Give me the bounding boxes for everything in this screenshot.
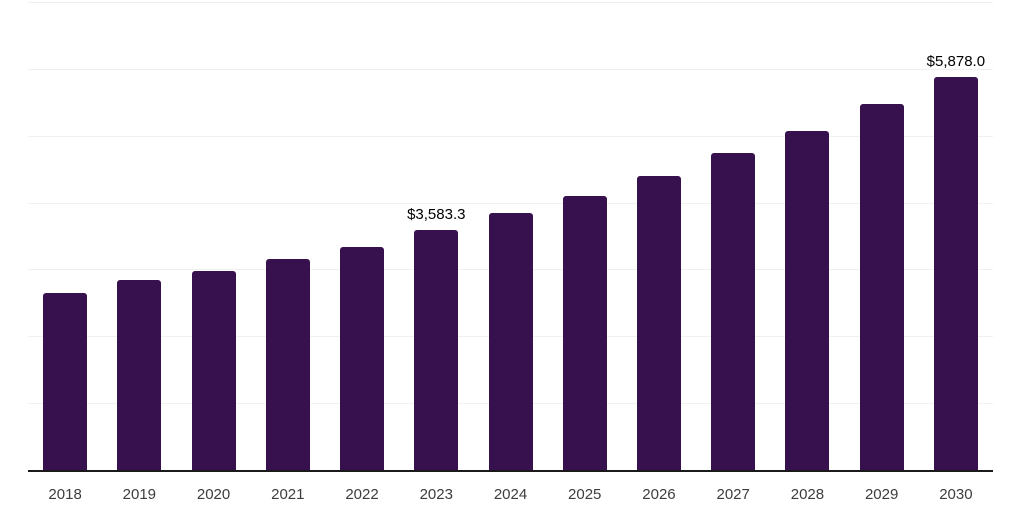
x-tick-label-2022: 2022 <box>345 486 379 503</box>
gridline <box>28 68 993 70</box>
x-tick-label-2030: 2030 <box>939 486 973 503</box>
bar-2025 <box>562 195 607 470</box>
bar-2019 <box>117 279 162 470</box>
bar-2022 <box>340 246 385 470</box>
x-tick-label-2029: 2029 <box>864 486 899 503</box>
gridline <box>28 135 993 137</box>
x-axis-line <box>28 470 993 472</box>
bar-value-label-2030: $5,878.0 <box>926 53 986 70</box>
x-tick-label-2026: 2026 <box>642 486 676 503</box>
x-tick-label-2025: 2025 <box>568 486 602 503</box>
bar-2018 <box>43 292 88 470</box>
gridline <box>28 202 993 204</box>
bar-2023 <box>414 230 459 470</box>
bar-value-label-2023: $3,583.3 <box>407 206 466 224</box>
x-tick-label-2027: 2027 <box>716 486 750 503</box>
x-tick-label-2020: 2020 <box>196 486 231 503</box>
bar-2026 <box>636 175 681 470</box>
bar-2029 <box>859 104 904 470</box>
x-tick-label-2019: 2019 <box>122 486 157 503</box>
x-tick-label-2021: 2021 <box>271 486 305 503</box>
bar-2030 <box>933 77 978 470</box>
bar-2021 <box>265 259 310 470</box>
bar-2028 <box>785 131 830 470</box>
bar-2020 <box>191 270 236 470</box>
x-tick-label-2018: 2018 <box>48 486 82 503</box>
bar-2027 <box>711 153 756 470</box>
x-tick-label-2024: 2024 <box>493 486 528 503</box>
x-tick-label-2023: 2023 <box>419 486 453 503</box>
x-tick-label-2028: 2028 <box>790 486 825 503</box>
gridline <box>28 2 993 3</box>
bar-2024 <box>488 213 533 470</box>
